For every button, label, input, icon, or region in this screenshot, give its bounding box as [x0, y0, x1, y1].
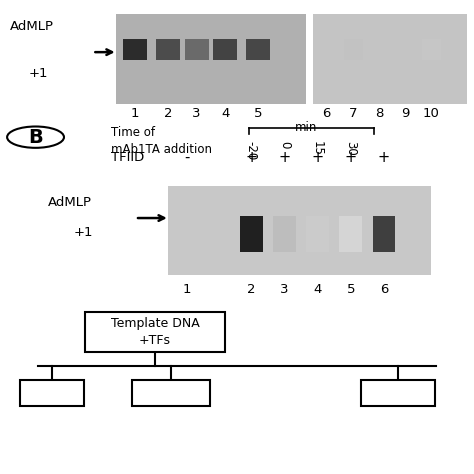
Text: min: min — [294, 121, 317, 134]
Text: 7: 7 — [349, 107, 357, 120]
Bar — [213, 39, 237, 61]
Text: 3: 3 — [280, 283, 289, 296]
Bar — [246, 39, 270, 61]
Bar — [156, 39, 180, 61]
Bar — [123, 39, 147, 61]
Text: AdMLP: AdMLP — [9, 19, 54, 33]
Text: +: + — [378, 150, 390, 165]
Bar — [116, 14, 306, 104]
Bar — [185, 39, 209, 61]
Bar — [168, 186, 431, 275]
Text: +1: +1 — [73, 226, 93, 239]
Text: 30: 30 — [344, 141, 357, 155]
Text: 2: 2 — [247, 283, 255, 296]
Bar — [240, 216, 263, 252]
Text: TFIID: TFIID — [111, 151, 145, 164]
Bar — [422, 39, 441, 61]
Text: 15: 15 — [311, 141, 324, 155]
Text: 0: 0 — [278, 141, 291, 148]
Text: 1: 1 — [183, 283, 191, 296]
Text: 6: 6 — [322, 107, 330, 120]
Text: 9: 9 — [401, 107, 410, 120]
Text: 10: 10 — [423, 107, 440, 120]
Text: 4: 4 — [221, 107, 229, 120]
Bar — [131, 380, 210, 406]
Text: +1: +1 — [28, 67, 48, 80]
Text: 4: 4 — [313, 283, 322, 296]
Bar — [313, 14, 467, 104]
Text: 3: 3 — [192, 107, 201, 120]
Text: 2: 2 — [164, 107, 173, 120]
Text: -: - — [184, 150, 190, 165]
Bar — [373, 216, 395, 252]
Text: AdMLP: AdMLP — [47, 196, 91, 209]
Bar — [306, 216, 329, 252]
Bar — [339, 216, 362, 252]
Text: 6: 6 — [380, 283, 388, 296]
Text: +: + — [245, 150, 257, 165]
Text: 5: 5 — [254, 107, 263, 120]
Text: B: B — [28, 128, 43, 146]
Bar — [85, 312, 225, 352]
Text: Time of
mAb1TA addition: Time of mAb1TA addition — [111, 126, 212, 155]
Text: +: + — [311, 150, 324, 165]
Bar — [344, 39, 363, 61]
Bar — [20, 380, 84, 406]
Text: 8: 8 — [375, 107, 383, 120]
Text: +: + — [278, 150, 291, 165]
Text: 1: 1 — [131, 107, 139, 120]
Text: +: + — [345, 150, 357, 165]
Text: Template DNA
+TFs: Template DNA +TFs — [110, 317, 200, 346]
Text: 5: 5 — [346, 283, 355, 296]
Text: -20: -20 — [245, 141, 258, 160]
Bar — [273, 216, 296, 252]
Bar — [361, 380, 435, 406]
